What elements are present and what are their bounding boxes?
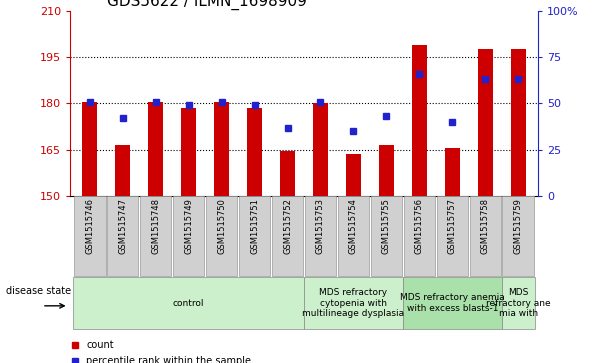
Text: GSM1515759: GSM1515759 xyxy=(514,199,523,254)
Text: MDS
refractory ane
mia with: MDS refractory ane mia with xyxy=(486,288,551,318)
Bar xyxy=(82,102,97,196)
Text: count: count xyxy=(86,340,114,350)
Text: percentile rank within the sample: percentile rank within the sample xyxy=(86,356,251,363)
Bar xyxy=(469,196,501,276)
Text: GSM1515755: GSM1515755 xyxy=(382,199,391,254)
Bar xyxy=(511,49,526,196)
Bar xyxy=(305,196,336,276)
Bar xyxy=(412,45,427,196)
Bar xyxy=(304,277,403,329)
Bar xyxy=(206,196,237,276)
Bar xyxy=(404,196,435,276)
Bar xyxy=(74,196,106,276)
Text: GSM1515757: GSM1515757 xyxy=(448,199,457,254)
Bar xyxy=(214,102,229,196)
Text: GSM1515752: GSM1515752 xyxy=(283,199,292,254)
Bar xyxy=(346,154,361,196)
Bar xyxy=(379,145,394,196)
Bar xyxy=(107,196,139,276)
Bar xyxy=(73,277,304,329)
Text: GSM1515748: GSM1515748 xyxy=(151,199,160,254)
Bar xyxy=(437,196,468,276)
Bar xyxy=(280,151,295,196)
Text: MDS refractory anemia
with excess blasts-1: MDS refractory anemia with excess blasts… xyxy=(400,293,505,313)
Bar xyxy=(116,145,130,196)
Text: GSM1515758: GSM1515758 xyxy=(481,199,490,254)
Text: GSM1515747: GSM1515747 xyxy=(118,199,127,254)
Bar xyxy=(181,108,196,196)
Bar xyxy=(371,196,402,276)
Text: MDS refractory
cytopenia with
multilineage dysplasia: MDS refractory cytopenia with multilinea… xyxy=(302,288,404,318)
Text: GSM1515754: GSM1515754 xyxy=(349,199,358,254)
Bar xyxy=(140,196,171,276)
Bar xyxy=(445,148,460,196)
Bar xyxy=(148,102,163,196)
Text: GSM1515750: GSM1515750 xyxy=(217,199,226,254)
Bar xyxy=(272,196,303,276)
Bar xyxy=(403,277,502,329)
Bar xyxy=(502,277,535,329)
Text: GSM1515756: GSM1515756 xyxy=(415,199,424,254)
Text: GSM1515746: GSM1515746 xyxy=(85,199,94,254)
Bar xyxy=(337,196,369,276)
Text: control: control xyxy=(173,299,204,307)
Text: GSM1515749: GSM1515749 xyxy=(184,199,193,254)
Bar xyxy=(313,103,328,196)
Text: GDS5622 / ILMN_1698909: GDS5622 / ILMN_1698909 xyxy=(108,0,307,9)
Bar xyxy=(478,49,492,196)
Text: disease state: disease state xyxy=(6,286,71,296)
Bar xyxy=(247,108,262,196)
Bar xyxy=(173,196,204,276)
Text: GSM1515753: GSM1515753 xyxy=(316,199,325,254)
Bar xyxy=(502,196,534,276)
Text: GSM1515751: GSM1515751 xyxy=(250,199,259,254)
Bar xyxy=(239,196,271,276)
